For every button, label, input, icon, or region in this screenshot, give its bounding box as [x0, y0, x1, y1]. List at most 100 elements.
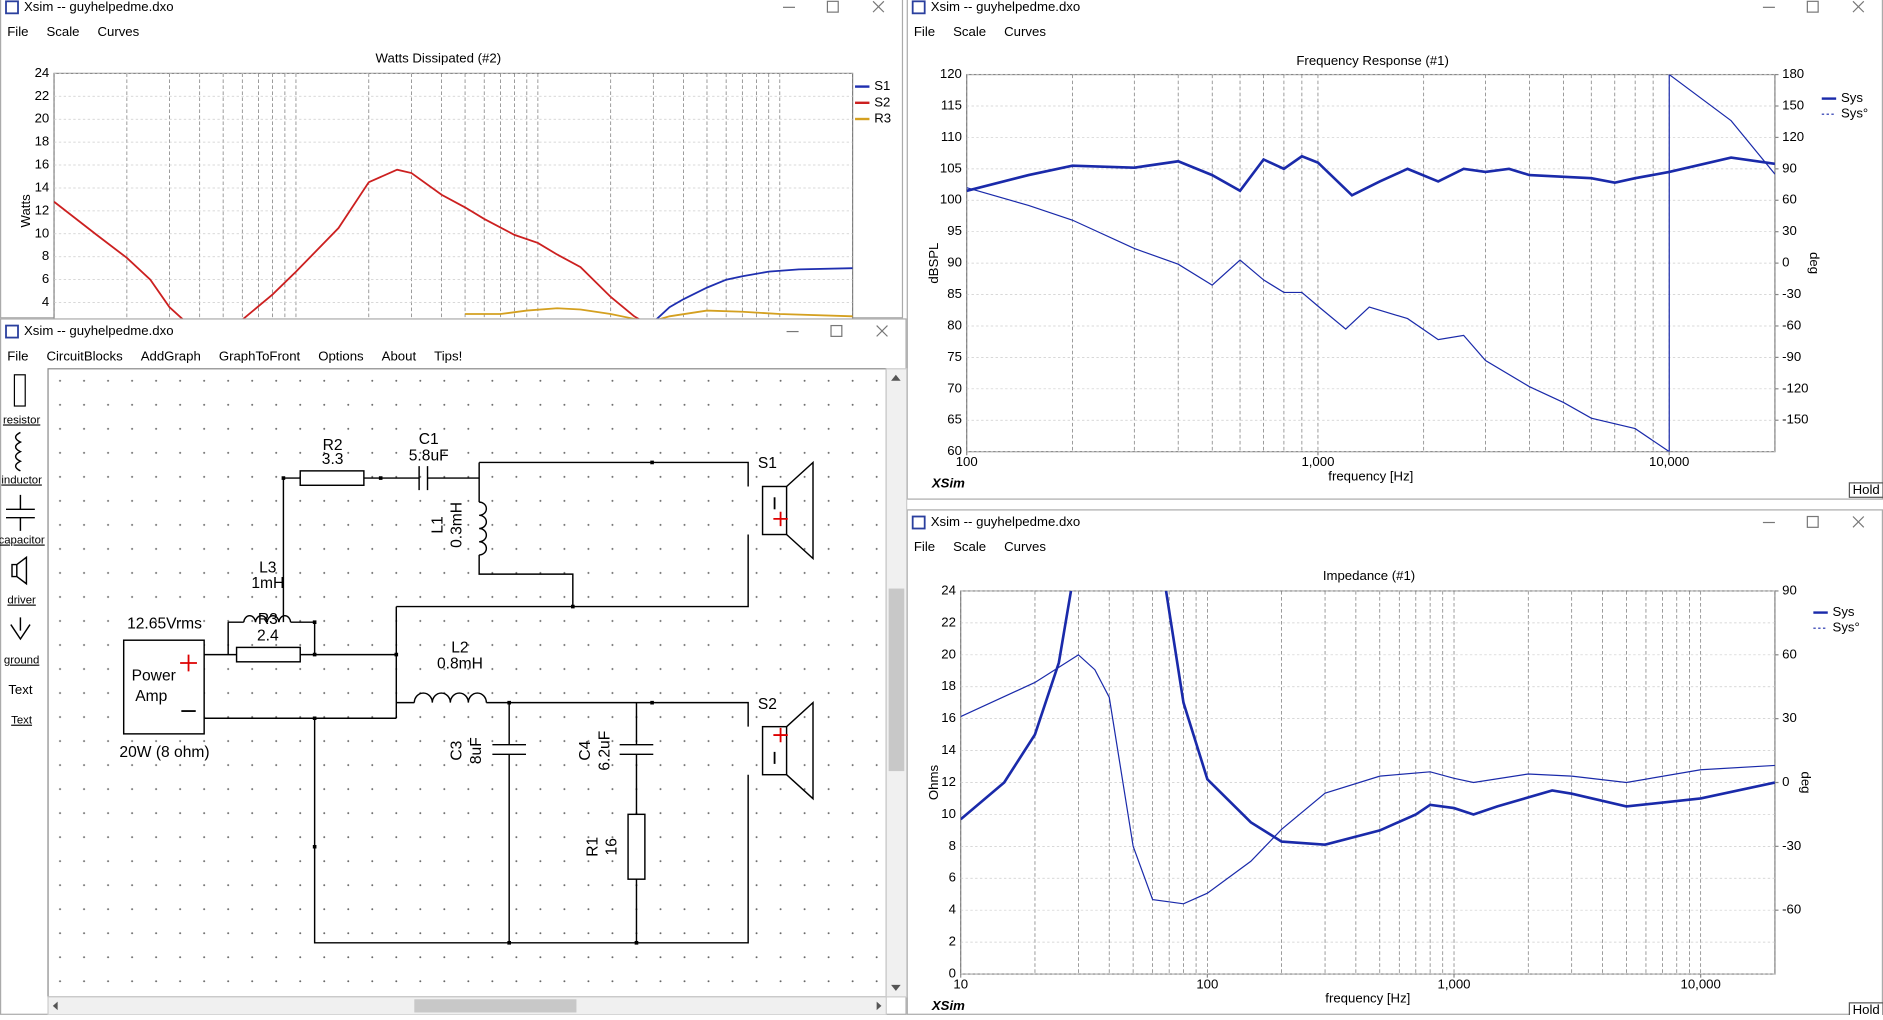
- inductor-l1[interactable]: [479, 501, 488, 556]
- menu-item[interactable]: Tips!: [434, 348, 462, 363]
- speaker-cone: [786, 701, 814, 801]
- component-label: L3: [259, 559, 276, 576]
- menu-item[interactable]: AddGraph: [141, 348, 201, 363]
- window-title: Xsim -- guyhelpedme.dxo: [24, 323, 174, 338]
- inductor-l3[interactable]: [243, 614, 292, 623]
- maximize-button[interactable]: [830, 324, 843, 337]
- y-tick-label: 100: [940, 192, 962, 207]
- hold-button-label[interactable]: Hold: [1853, 482, 1880, 497]
- component-label: R1: [584, 837, 601, 857]
- component-value: 20W (8 ohm): [119, 744, 209, 761]
- tool-label[interactable]: driver: [7, 595, 36, 607]
- app-icon: [911, 0, 926, 15]
- component-label: S1: [758, 455, 777, 472]
- y-tick-label: 10: [35, 225, 50, 240]
- series-line: [465, 307, 853, 324]
- maximize-button[interactable]: [1806, 515, 1819, 528]
- x-tick-label: 10: [953, 976, 968, 991]
- component-value: 3.3: [322, 451, 344, 468]
- v-scroll-thumb[interactable]: [888, 588, 905, 772]
- h-scroll-thumb[interactable]: [414, 999, 577, 1013]
- app-logo: XSim: [931, 476, 965, 491]
- legend-label: R3: [874, 110, 891, 125]
- menu-item[interactable]: CircuitBlocks: [46, 348, 123, 363]
- y-tick-label: 14: [35, 179, 50, 194]
- component-label: Power: [132, 667, 176, 684]
- driver-icon[interactable]: [11, 555, 28, 586]
- series-line: [960, 590, 1775, 847]
- y2-tick-label: 150: [1782, 97, 1804, 112]
- y2-tick-label: 120: [1782, 129, 1804, 144]
- y2-tick-label: -60: [1782, 317, 1801, 332]
- menu-item[interactable]: About: [382, 348, 417, 363]
- resistor-r1[interactable]: [627, 813, 646, 880]
- inductor-l2[interactable]: [413, 692, 488, 703]
- close-button[interactable]: [872, 0, 885, 13]
- close-button[interactable]: [876, 325, 888, 337]
- y2-tick-label: -150: [1782, 412, 1808, 427]
- tool-label[interactable]: ground: [4, 655, 39, 667]
- y2-tick-label: -120: [1782, 380, 1808, 395]
- menu-item[interactable]: Scale: [953, 24, 986, 39]
- component-label: S2: [758, 696, 777, 713]
- capacitor-c3[interactable]: [492, 743, 526, 756]
- y2-tick-label: 90: [1782, 160, 1797, 175]
- speaker-s2[interactable]: [761, 725, 788, 776]
- y-tick-label: 22: [35, 88, 50, 103]
- y-tick-label: 20: [35, 111, 50, 126]
- y-tick-label: 4: [42, 294, 49, 309]
- close-button[interactable]: [1852, 0, 1865, 13]
- resistor-r3[interactable]: [235, 646, 301, 663]
- resistor-r2[interactable]: [299, 470, 365, 487]
- series-line: [960, 654, 1775, 905]
- menu-item[interactable]: Scale: [953, 539, 986, 554]
- menu-item[interactable]: GraphToFront: [219, 348, 301, 363]
- inductor-icon[interactable]: [14, 431, 23, 472]
- component-value: 6.2uF: [596, 731, 613, 771]
- menu-item[interactable]: Curves: [1004, 539, 1046, 554]
- speaker-s1[interactable]: [761, 485, 788, 536]
- maximize-button[interactable]: [826, 0, 839, 13]
- y-tick-label: 24: [35, 65, 50, 80]
- y2-tick-label: 180: [1782, 66, 1804, 81]
- y-tick-label: 75: [947, 349, 962, 364]
- window-title: Xsim -- guyhelpedme.dxo: [931, 514, 1081, 529]
- y-tick-label: 18: [35, 134, 50, 149]
- tool-label[interactable]: capacitor: [0, 535, 45, 547]
- tool-label[interactable]: resistor: [3, 414, 41, 426]
- menu-item[interactable]: File: [914, 539, 935, 554]
- toolbar: resistor inductor capacitor driver groun…: [0, 374, 45, 727]
- menu-item[interactable]: Options: [318, 348, 364, 363]
- tool-label[interactable]: Text: [8, 682, 33, 697]
- resistor-icon[interactable]: [13, 374, 26, 407]
- menu-item[interactable]: File: [7, 24, 28, 39]
- y-tick-label: 24: [941, 582, 956, 597]
- hold-button[interactable]: [1848, 482, 1883, 498]
- power-amp[interactable]: [122, 639, 205, 735]
- capacitor-icon[interactable]: [6, 494, 35, 531]
- tool-label[interactable]: inductor: [1, 474, 42, 486]
- menu-item[interactable]: Curves: [97, 24, 139, 39]
- y2-tick-label: -30: [1782, 286, 1801, 301]
- maximize-button[interactable]: [1806, 0, 1819, 13]
- app-logo: XSim: [931, 998, 965, 1013]
- component-label: R3: [258, 611, 278, 628]
- circuit-window: Xsim -- guyhelpedme.dxo File CircuitBlocks…: [0, 318, 908, 1016]
- tool-label[interactable]: Text: [11, 715, 33, 727]
- legend-label: Sys: [1833, 604, 1855, 619]
- menu-item[interactable]: File: [7, 348, 28, 363]
- menu-item[interactable]: File: [914, 24, 935, 39]
- component-label: C1: [419, 431, 439, 448]
- capacitor-c4[interactable]: [619, 743, 654, 756]
- app-icon: [911, 515, 926, 530]
- y-tick-label: 70: [947, 380, 962, 395]
- menu-item[interactable]: Scale: [46, 24, 79, 39]
- close-button[interactable]: [1852, 516, 1865, 528]
- capacitor-c1[interactable]: [418, 466, 429, 491]
- ground-icon[interactable]: [10, 617, 31, 641]
- legend-label: Sys°: [1833, 620, 1860, 635]
- y-tick-label: 85: [947, 286, 962, 301]
- hold-button-label[interactable]: Hold: [1853, 1002, 1880, 1017]
- menu-item[interactable]: Curves: [1004, 24, 1046, 39]
